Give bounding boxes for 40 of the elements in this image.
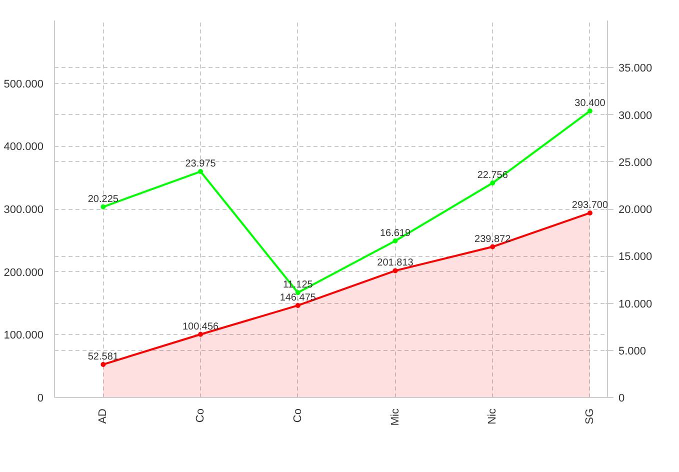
x-tick-label: AD: [97, 408, 110, 424]
data-label: 100.456: [182, 321, 220, 332]
x-tick-label: SG: [584, 408, 596, 424]
point: [198, 169, 204, 174]
y2-tick-label: 10.000: [618, 298, 652, 310]
data-label: 20.225: [88, 194, 119, 205]
y2-tick-label: 35.000: [618, 62, 652, 75]
y-tick-label: 100.000: [4, 330, 44, 342]
y-tick-label: 200.000: [4, 266, 44, 279]
point: [198, 332, 204, 337]
y2-tick-label: 5.000: [618, 345, 646, 358]
point: [587, 210, 592, 216]
y-tick-label: 0: [37, 392, 44, 404]
y2-tick-label: 25.000: [618, 156, 652, 169]
y2-tick-label: 15.000: [618, 251, 652, 264]
data-label: 52.581: [88, 351, 119, 362]
point: [490, 244, 496, 250]
data-label: 293.700: [572, 200, 608, 211]
y-tick-label: 300.000: [4, 204, 44, 216]
y-tick-label: 500.000: [4, 78, 44, 90]
point: [587, 108, 592, 114]
x-tick-label: Mic: [389, 408, 402, 426]
data-label: 146.475: [280, 292, 316, 304]
point: [100, 204, 106, 210]
point: [392, 268, 398, 274]
point: [295, 302, 300, 308]
data-label: 201.813: [377, 258, 414, 269]
x-tick-label: Nic: [486, 408, 499, 424]
point: [392, 238, 398, 244]
x-tick-label: Co: [194, 408, 207, 423]
point: [490, 180, 496, 186]
x-tick-label: Co: [292, 408, 304, 423]
point: [100, 362, 106, 367]
data-label: 23.975: [185, 158, 216, 170]
y2-tick-label: 30.000: [618, 110, 652, 122]
y2-tick-label: 0: [618, 392, 625, 404]
data-label: 239.872: [474, 234, 512, 245]
data-label: 30.400: [574, 98, 606, 109]
y2-tick-label: 20.000: [618, 204, 652, 216]
y-tick-label: 400.000: [4, 141, 44, 154]
